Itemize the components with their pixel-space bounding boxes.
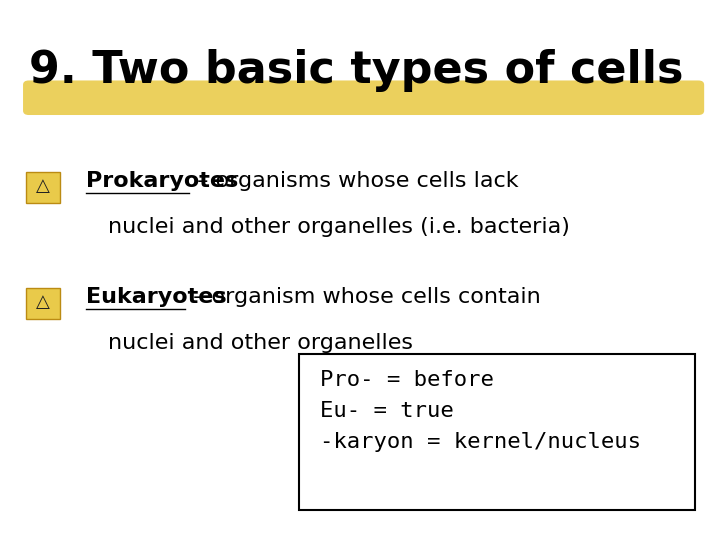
FancyBboxPatch shape — [26, 172, 60, 202]
Text: 9. Two basic types of cells: 9. Two basic types of cells — [29, 49, 683, 92]
Text: △: △ — [36, 293, 50, 312]
Text: – organisms whose cells lack: – organisms whose cells lack — [190, 171, 518, 191]
Text: nuclei and other organelles (i.e. bacteria): nuclei and other organelles (i.e. bacter… — [108, 217, 570, 237]
Text: – organism whose cells contain: – organism whose cells contain — [186, 287, 541, 307]
Text: nuclei and other organelles: nuclei and other organelles — [108, 333, 413, 353]
Text: Eukaryotes: Eukaryotes — [86, 287, 227, 307]
Text: Pro- = before
Eu- = true
-karyon = kernel/nucleus: Pro- = before Eu- = true -karyon = kerne… — [320, 370, 642, 453]
FancyBboxPatch shape — [23, 80, 704, 115]
FancyBboxPatch shape — [299, 354, 695, 510]
Text: Prokaryotes: Prokaryotes — [86, 171, 238, 191]
Text: △: △ — [36, 177, 50, 195]
FancyBboxPatch shape — [26, 288, 60, 319]
